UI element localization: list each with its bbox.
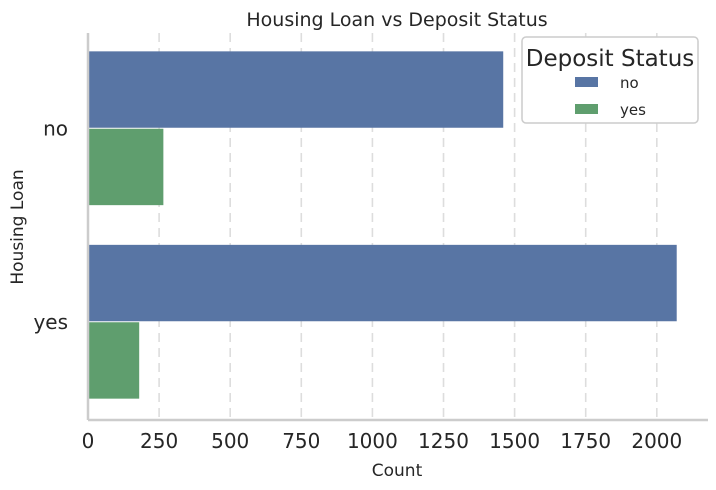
bar-no-yes (88, 128, 164, 206)
y-category-label-0: no (43, 116, 68, 140)
x-tick-label-2: 500 (211, 429, 249, 453)
y-axis-label: Housing Loan (8, 169, 28, 284)
x-tick-label-8: 2000 (631, 429, 682, 453)
x-tick-label-0: 0 (82, 429, 95, 453)
legend-label-no: no (620, 74, 639, 92)
legend-swatch-no (575, 77, 598, 87)
legend-frame (521, 36, 699, 124)
x-tick-label-6: 1500 (489, 429, 540, 453)
legend-swatch-yes (575, 104, 598, 114)
chart-title: Housing Loan vs Deposit Status (246, 9, 547, 31)
legend-title: Deposit Status (526, 46, 695, 72)
x-axis-label: Count (372, 461, 423, 481)
y-category-label-1: yes (33, 310, 68, 334)
x-tick-label-7: 1750 (560, 429, 611, 453)
bar-yes-no (88, 244, 677, 322)
x-tick-label-4: 1000 (347, 429, 398, 453)
x-tick-label-3: 750 (282, 429, 320, 453)
legend: Deposit Status no yes (521, 36, 699, 124)
x-tick-label-1: 250 (140, 429, 178, 453)
y-category-labels: no yes (33, 116, 68, 334)
bar-no-no (88, 51, 504, 128)
legend-label-yes: yes (620, 101, 646, 119)
bars (88, 51, 677, 399)
x-tick-labels: 0 250 500 750 1000 1250 1500 1750 2000 (82, 429, 683, 453)
bar-yes-yes (88, 322, 140, 399)
x-tick-label-5: 1250 (418, 429, 469, 453)
